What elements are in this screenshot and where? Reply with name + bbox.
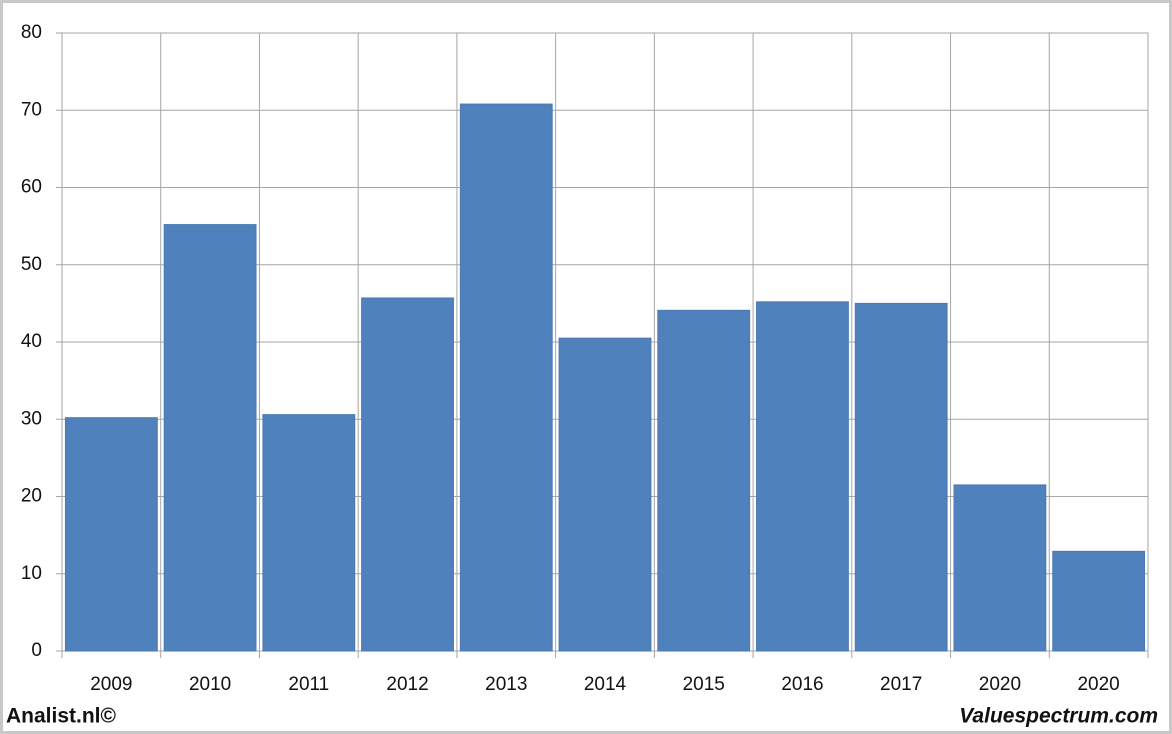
x-tick-label: 2017 [880, 674, 922, 695]
bar [361, 297, 454, 652]
bar [459, 103, 553, 652]
bar [1052, 550, 1146, 652]
y-tick-label: 70 [21, 99, 42, 120]
x-tick-label: 2020 [979, 674, 1021, 695]
bar [953, 484, 1047, 652]
x-tick-label: 2010 [189, 674, 231, 695]
bar [756, 301, 849, 652]
x-tick-label: 2014 [584, 674, 627, 695]
x-tick-label: 2011 [288, 674, 329, 695]
y-tick-label: 60 [21, 177, 42, 198]
x-tick-label: 2020 [1077, 674, 1119, 695]
y-tick-label: 0 [31, 640, 42, 661]
x-tick-label: 2013 [485, 674, 527, 695]
x-tick-label: 2012 [386, 674, 428, 695]
bar [657, 309, 751, 652]
y-tick-label: 10 [21, 563, 42, 584]
bar [854, 302, 948, 652]
x-tick-label: 2016 [781, 674, 823, 695]
y-tick-label: 50 [21, 254, 42, 275]
y-tick-label: 40 [21, 331, 42, 352]
bar [558, 337, 652, 652]
bar [64, 417, 158, 652]
source-right: Valuespectrum.com [959, 705, 1158, 728]
source-left: Analist.nl© [6, 705, 117, 728]
x-tick-label: 2015 [683, 674, 725, 695]
y-tick-label: 20 [21, 486, 42, 507]
bar [262, 414, 356, 652]
bar [163, 224, 257, 652]
x-tick-label: 2009 [90, 674, 132, 695]
y-tick-label: 30 [21, 408, 42, 429]
y-tick-label: 80 [21, 22, 42, 43]
